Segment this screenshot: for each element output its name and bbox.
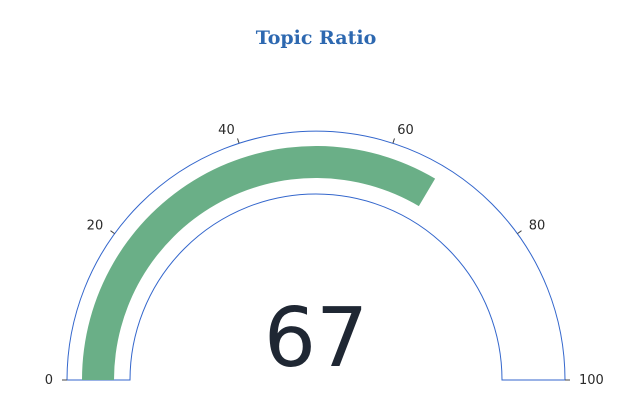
gauge-tick-label: 0 (45, 373, 53, 388)
gauge-tick-mark (517, 230, 522, 235)
gauge-tick-label: 100 (579, 373, 604, 388)
gauge-tick-mark (392, 138, 395, 144)
gauge-tick-label: 60 (397, 123, 414, 138)
gauge-tick-mark (237, 138, 240, 144)
gauge-outline (66, 130, 566, 381)
gauge-tick-mark (110, 230, 115, 235)
gauge-value-number: 67 (264, 291, 368, 386)
gauge-tick-label: 40 (218, 123, 235, 138)
gauge-value-bar (82, 145, 436, 380)
gauge-tick-label: 80 (529, 218, 546, 233)
gauge-tick-label: 20 (87, 218, 104, 233)
gauge-ticks: 0 20 40 60 80 100 (45, 123, 604, 388)
chart-title: Topic Ratio (255, 27, 377, 49)
